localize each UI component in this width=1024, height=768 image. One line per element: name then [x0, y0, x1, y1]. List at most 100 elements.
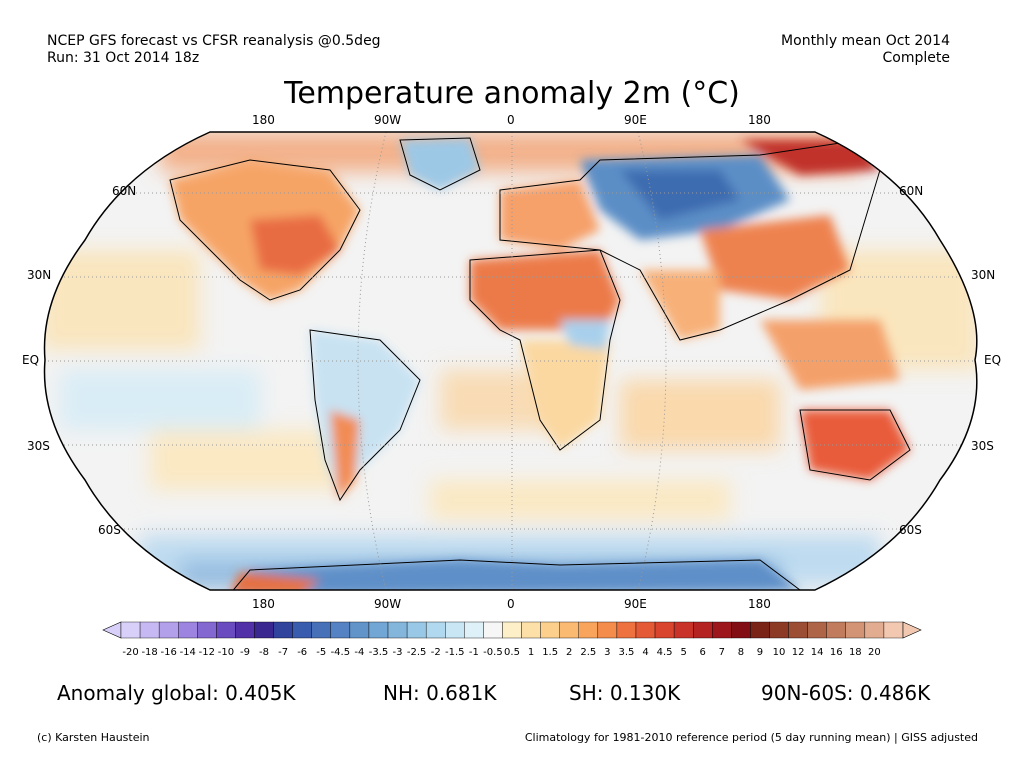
colorbar-tick-label: -2.5	[406, 647, 427, 658]
right-lat-label: 60N	[899, 184, 924, 198]
colorbar-tick-label: -1.5	[445, 647, 465, 658]
nh-anomaly: NH: 0.681K	[383, 681, 497, 705]
colorbar-tick-label: 20	[868, 647, 881, 658]
colorbar-cell	[597, 621, 618, 639]
run-info: Run: 31 Oct 2014 18z	[47, 50, 200, 66]
colorbar-tick-label: 4.5	[656, 647, 673, 658]
sh-anomaly: SH: 0.130K	[569, 681, 681, 705]
colorbar-tick-label: 9	[756, 647, 764, 658]
right-lat-label: 30N	[971, 268, 996, 282]
colorbar-tick-label: 3	[604, 647, 611, 658]
left-lat-label: EQ	[22, 353, 40, 367]
colorbar-tick-label: 2	[566, 647, 573, 658]
bottom-lon-label: 180	[748, 597, 771, 611]
colorbar-tick-label: 14	[810, 647, 824, 658]
top-lon-label: 90E	[624, 113, 647, 127]
colorbar-cell	[330, 621, 351, 639]
colorbar-tick-label: -4	[354, 647, 365, 658]
colorbar-cell	[712, 621, 732, 639]
left-lat-label: 30N	[27, 268, 52, 282]
colorbar-tick-label: -8	[259, 647, 270, 658]
global-anomaly: Anomaly global: 0.405K	[57, 681, 296, 705]
coastlines	[169, 137, 911, 590]
left-lat-label: 30S	[27, 439, 50, 453]
graticule	[44, 132, 977, 590]
colorbar-tick-label: 1.5	[542, 647, 559, 658]
colorbar-cell	[635, 621, 656, 639]
colorbar-tick-label: -20	[122, 647, 139, 658]
bottom-lon-label: 90W	[374, 597, 402, 611]
colorbar-cell	[502, 621, 522, 639]
colorbar-cell	[368, 621, 389, 639]
top-lon-label: 0	[507, 113, 515, 127]
period-info: Monthly mean Oct 2014	[781, 33, 950, 49]
colorbar-cell	[216, 621, 236, 639]
colorbar-cell	[521, 621, 541, 639]
map-field	[44, 132, 977, 590]
map-title: Temperature anomaly 2m (°C)	[284, 76, 740, 111]
colorbar-cell	[483, 621, 503, 639]
colorbar-cell	[254, 621, 274, 639]
colorbar-cell	[578, 621, 599, 639]
colorbar-tick-label: -3	[392, 647, 403, 658]
colorbar-tick-label: -7	[278, 647, 289, 658]
colorbar-tick-label: 1	[527, 647, 535, 658]
colorbar-tick-label: 12	[791, 647, 805, 658]
colorbar-cell	[826, 621, 846, 639]
colorbar-cell	[158, 621, 179, 639]
colorbar-cell	[769, 621, 789, 639]
colorbar-tick-label: -10	[217, 647, 235, 658]
colorbar-tick-label: -1	[468, 647, 479, 658]
colorbar-cell	[883, 621, 904, 639]
colorbar-cell	[540, 621, 560, 639]
top-lon-label: 180	[748, 113, 771, 127]
colorbar-tick-label: 8	[737, 647, 745, 658]
top-lon-label: 90W	[374, 113, 402, 127]
colorbar-tick-label: -14	[179, 647, 196, 658]
land-anomalies	[170, 138, 910, 590]
colorbar-cell	[120, 621, 141, 639]
colorbar-tick-label: 4	[642, 647, 649, 658]
colorbar-cell	[788, 621, 808, 639]
arctic-anomaly: 90N-60S: 0.486K	[761, 681, 931, 705]
colorbar-cell	[692, 621, 713, 639]
colorbar-tick-label: -6	[297, 647, 308, 658]
colorbar-cell	[235, 621, 255, 639]
colorbar-cell	[425, 621, 446, 639]
colorbar-tick-label: -5	[316, 647, 327, 658]
colorbar-tick-label: -9	[239, 647, 250, 658]
colorbar-cell	[673, 621, 694, 639]
colorbar-cell	[654, 621, 675, 639]
credit: (c) Karsten Haustein	[37, 731, 150, 744]
colorbar-max-arrow	[902, 621, 922, 639]
status-info: Complete	[882, 50, 950, 66]
colorbar-tick-label: -3.5	[368, 647, 389, 658]
bottom-lon-label: 90E	[624, 597, 647, 611]
right-lat-label: 30S	[971, 439, 994, 453]
colorbar-cell	[559, 621, 579, 639]
colorbar-cell	[731, 621, 751, 639]
colorbar-cell	[616, 621, 637, 639]
colorbar-tick-label: -12	[198, 647, 215, 658]
colorbar-tick-label: -0.5	[483, 647, 503, 658]
colorbar-tick-label: -2	[430, 647, 441, 658]
map-frame	[43, 131, 978, 591]
colorbar-cells	[102, 621, 922, 639]
colorbar-cell	[864, 621, 885, 639]
colorbar	[102, 621, 922, 639]
colorbar-cell	[445, 621, 465, 639]
colorbar-cell	[273, 621, 293, 639]
colorbar-cell	[807, 621, 827, 639]
colorbar-tick-label: -18	[141, 647, 158, 658]
colorbar-tick-label: 10	[772, 647, 786, 658]
colorbar-cell	[197, 621, 217, 639]
colorbar-cell	[845, 621, 866, 639]
colorbar-tick-label: 7	[718, 647, 725, 658]
right-lat-label: 60S	[899, 523, 922, 537]
colorbar-cell	[406, 621, 427, 639]
left-lat-label: 60N	[112, 184, 137, 198]
right-lat-label: EQ	[984, 353, 1002, 367]
top-lon-label: 180	[252, 113, 275, 127]
colorbar-cell	[349, 621, 370, 639]
